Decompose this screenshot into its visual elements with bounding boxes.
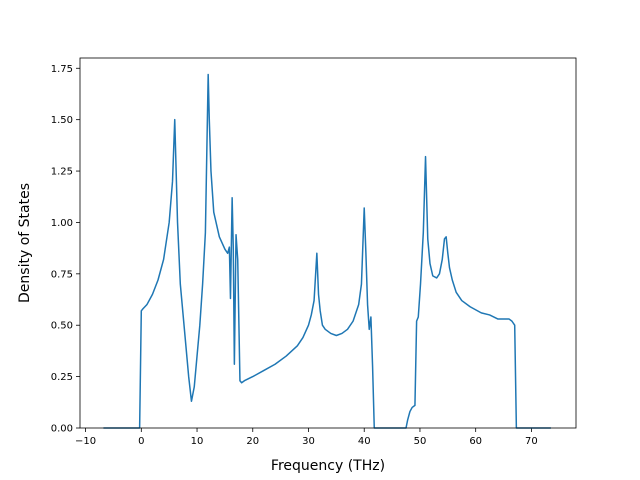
y-axis-label: Density of States bbox=[17, 183, 33, 303]
y-tick-label: 1.50 bbox=[51, 115, 73, 126]
y-tick-label: 0.75 bbox=[51, 269, 73, 280]
x-tick-label: 70 bbox=[525, 436, 538, 447]
y-tick-label: 0.00 bbox=[51, 424, 73, 435]
x-tick-label: 0 bbox=[138, 436, 144, 447]
x-tick-label: −10 bbox=[75, 436, 96, 447]
x-axis-label: Frequency (THz) bbox=[271, 458, 385, 474]
x-tick-label: 40 bbox=[358, 436, 371, 447]
dos-series-line bbox=[103, 73, 551, 429]
y-tick-label: 1.25 bbox=[51, 167, 73, 178]
x-tick-label: 20 bbox=[246, 436, 259, 447]
x-tick-label: 10 bbox=[191, 436, 204, 447]
y-tick-label: 1.00 bbox=[51, 218, 73, 229]
x-tick-label: 60 bbox=[469, 436, 482, 447]
y-tick-label: 1.75 bbox=[51, 64, 73, 75]
y-axis-ticks: 0.00 0.25 0.50 0.75 1.00 1.25 1.50 1.75 bbox=[51, 64, 80, 435]
y-tick-label: 0.25 bbox=[51, 372, 73, 383]
plot-frame bbox=[79, 57, 577, 429]
y-tick-label: 0.50 bbox=[51, 321, 73, 332]
x-tick-label: 50 bbox=[414, 436, 427, 447]
x-tick-label: 30 bbox=[302, 436, 315, 447]
x-axis-ticks: −10 0 10 20 30 40 50 60 70 bbox=[75, 428, 538, 447]
